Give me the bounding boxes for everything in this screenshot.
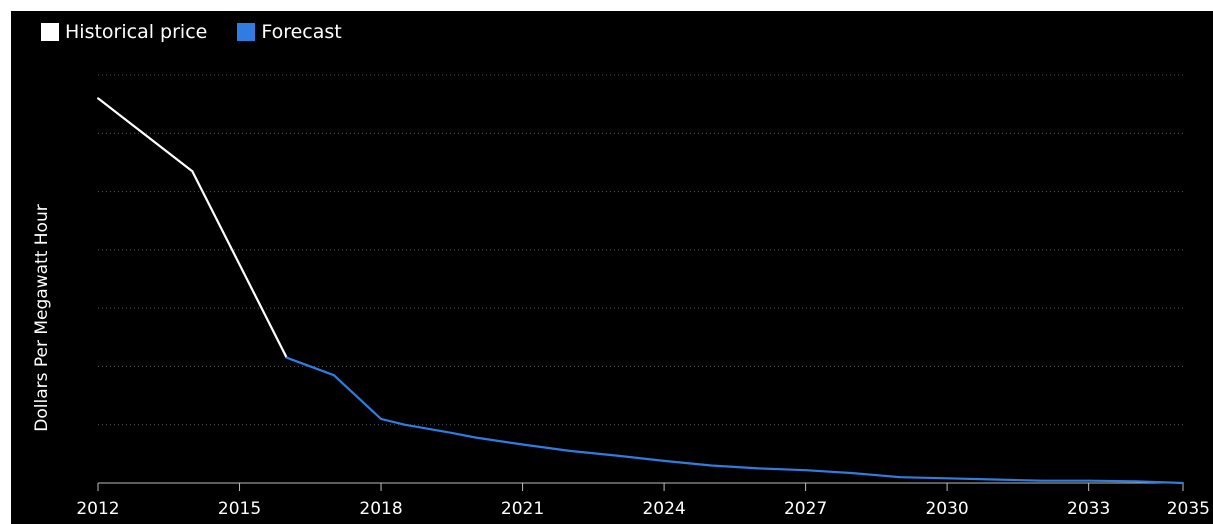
data-point-forecast: [1182, 482, 1184, 484]
data-point-forecast: [898, 476, 901, 479]
x-tick-label: 2024: [642, 499, 685, 519]
data-point-forecast: [450, 431, 453, 434]
x-tick-label: 2033: [1067, 499, 1110, 519]
legend-swatch-historical: [41, 23, 59, 41]
data-point-forecast: [710, 464, 713, 467]
data-point-forecast: [1040, 479, 1043, 482]
data-point-forecast: [851, 472, 854, 475]
x-tick-label: 2030: [925, 499, 968, 519]
x-tick-label: 2021: [501, 499, 544, 519]
legend-label-forecast: Forecast: [261, 21, 342, 43]
data-point-forecast: [615, 454, 618, 457]
data-point-forecast: [403, 423, 406, 426]
x-tick-label: 2027: [784, 499, 827, 519]
data-point-forecast: [1087, 479, 1090, 482]
legend-item-historical[interactable]: Historical price: [41, 21, 207, 43]
legend-item-forecast[interactable]: Forecast: [237, 21, 342, 43]
data-point-forecast: [332, 374, 335, 377]
data-point-historical: [97, 97, 99, 100]
chart-panel: Historical price Forecast Dollars Per Me…: [11, 11, 1213, 524]
data-point-forecast: [757, 467, 760, 470]
x-tick-label: 2015: [218, 499, 261, 519]
legend: Historical price Forecast: [41, 21, 372, 43]
series-line-historical: [97, 97, 288, 359]
data-point-forecast: [474, 436, 477, 439]
data-point-historical: [191, 170, 194, 173]
data-point-forecast: [946, 477, 949, 480]
data-point-forecast: [568, 449, 571, 452]
data-point-forecast: [380, 417, 383, 420]
x-tick-label: 2018: [359, 499, 402, 519]
data-point-forecast: [993, 478, 996, 481]
data-point-forecast: [1134, 480, 1137, 483]
data-point-forecast: [663, 459, 666, 462]
legend-swatch-forecast: [237, 23, 256, 41]
data-point-forecast: [804, 469, 807, 472]
legend-label-historical: Historical price: [65, 21, 208, 43]
data-point-forecast: [521, 443, 524, 446]
series-line-forecast: [286, 356, 1184, 485]
x-tick-label: 2012: [76, 499, 119, 519]
x-tick-label: 2035: [1167, 499, 1210, 519]
data-point-forecast: [285, 356, 288, 359]
